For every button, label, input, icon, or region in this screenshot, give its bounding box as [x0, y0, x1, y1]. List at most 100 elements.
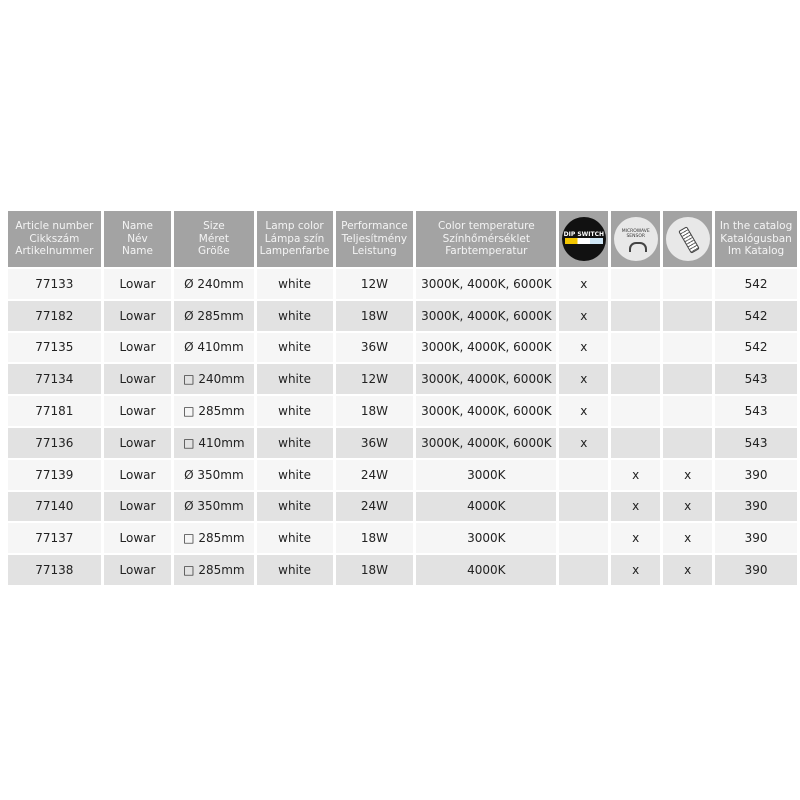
table-cell: Lowar	[103, 332, 172, 363]
header-line: Színhőmérséklet	[442, 232, 530, 245]
table-cell: white	[256, 332, 333, 363]
header-line: Article number	[15, 220, 94, 233]
table-cell: x	[559, 364, 609, 395]
column-header: Lamp color Lámpa szín Lampenfarbe	[256, 211, 333, 267]
table-cell: 543	[715, 396, 797, 426]
table-cell: 3000K	[416, 459, 557, 490]
table-cell: Lowar	[103, 396, 172, 426]
table-cell: x	[663, 523, 713, 554]
table-cell	[663, 300, 713, 331]
header-line: Cikkszám	[29, 232, 80, 245]
column-header	[663, 211, 713, 267]
header-line: Lamp color	[265, 220, 324, 233]
table-cell	[663, 427, 713, 458]
table-cell: white	[256, 491, 333, 522]
table-cell: 77182	[8, 300, 101, 331]
table-cell: white	[256, 459, 333, 490]
table-cell: Ø 410mm	[174, 332, 254, 363]
column-header: Name Név Name	[103, 211, 172, 267]
header-line: Name	[121, 245, 153, 258]
table-cell: white	[256, 555, 333, 585]
column-header: Color temperature Színhőmérséklet Farbtemp…	[416, 211, 557, 267]
table-cell: x	[559, 332, 609, 363]
header-line: Color temperature	[437, 220, 535, 233]
table-cell: x	[663, 459, 713, 490]
table-cell	[663, 332, 713, 363]
table-cell: 18W	[335, 555, 414, 585]
table-cell: 77181	[8, 396, 101, 426]
table-cell: □ 240mm	[174, 364, 254, 395]
microwave-sensor-icon: MICROWAVE SENSOR	[613, 217, 658, 261]
table-cell: □ 285mm	[174, 555, 254, 585]
table-cell: 77139	[8, 459, 101, 490]
table-cell: 390	[715, 523, 797, 554]
remote-control-icon	[665, 217, 710, 261]
table-cell: 18W	[335, 300, 414, 331]
table-cell: white	[256, 396, 333, 426]
table-cell	[663, 364, 713, 395]
header-line: In the catalog	[719, 220, 793, 233]
column-header: MICROWAVE SENSOR	[611, 211, 661, 267]
table-cell: x	[559, 300, 609, 331]
table-cell: x	[611, 555, 661, 585]
table-cell: 77133	[8, 269, 101, 299]
table-cell: 3000K, 4000K, 6000K	[416, 396, 557, 426]
table-cell	[611, 364, 661, 395]
table-cell: Lowar	[103, 555, 172, 585]
table-cell: 390	[715, 491, 797, 522]
table-cell: 77137	[8, 523, 101, 554]
table-cell: 36W	[335, 427, 414, 458]
table-cell: 543	[715, 427, 797, 458]
table-row: 77181 Lowar □ 285mm white 18W 3000K, 4000K, 6…	[8, 396, 797, 426]
table-cell: x	[611, 459, 661, 490]
table-cell	[559, 555, 609, 585]
table-cell: Lowar	[103, 427, 172, 458]
table-cell: white	[256, 427, 333, 458]
table-cell	[559, 523, 609, 554]
table-cell: Lowar	[103, 523, 172, 554]
header-line: Size	[203, 220, 225, 233]
table-row: 77133 Lowar Ø 240mm white 12W 3000K, 4000K, 6…	[8, 269, 797, 299]
table-cell: □ 410mm	[174, 427, 254, 458]
table-cell: □ 285mm	[174, 523, 254, 554]
table-cell: 390	[715, 459, 797, 490]
column-header: In the catalog Katalógusban Im Katalog	[715, 211, 797, 267]
table-cell: Ø 350mm	[174, 459, 254, 490]
table-cell: 18W	[335, 396, 414, 426]
table-cell: 542	[715, 269, 797, 299]
table-cell	[663, 396, 713, 426]
table-cell: x	[663, 555, 713, 585]
table-cell: white	[256, 523, 333, 554]
table-cell: 4000K	[416, 555, 557, 585]
header-line: Größe	[198, 245, 230, 258]
table-row: 77139 Lowar Ø 350mm white 24W 3000K x x 390	[8, 459, 797, 490]
header-line: Artikelnummer	[15, 245, 94, 258]
table-cell	[611, 332, 661, 363]
header-line: Farbtemperatur	[445, 245, 528, 258]
table-cell: 4000K	[416, 491, 557, 522]
column-header: DIP SWITCH	[559, 211, 609, 267]
table-cell: white	[256, 300, 333, 331]
table-cell: 77135	[8, 332, 101, 363]
table-row: 77140 Lowar Ø 350mm white 24W 4000K x x 390	[8, 491, 797, 522]
table-cell: 542	[715, 332, 797, 363]
table-cell	[611, 269, 661, 299]
table-cell: 3000K, 4000K, 6000K	[416, 300, 557, 331]
table-cell: 542	[715, 300, 797, 331]
table-cell: □ 285mm	[174, 396, 254, 426]
table-cell	[663, 269, 713, 299]
header-line: Lampenfarbe	[259, 245, 330, 258]
table-cell: x	[611, 523, 661, 554]
header-line: Méret	[198, 232, 229, 245]
column-header: Performance Teljesítmény Leistung	[335, 211, 414, 267]
icon-label: DIP SWITCH	[563, 231, 605, 238]
column-header: Size Méret Größe	[174, 211, 254, 267]
table-cell: 3000K, 4000K, 6000K	[416, 364, 557, 395]
table-row: 77135 Lowar Ø 410mm white 36W 3000K, 4000K, 6…	[8, 332, 797, 363]
column-header: Article number Cikkszám Artikelnummer	[8, 211, 101, 267]
table-cell	[559, 491, 609, 522]
table-cell: white	[256, 269, 333, 299]
table-cell: Lowar	[103, 491, 172, 522]
table-cell: 3000K, 4000K, 6000K	[416, 332, 557, 363]
table-cell: 77138	[8, 555, 101, 585]
